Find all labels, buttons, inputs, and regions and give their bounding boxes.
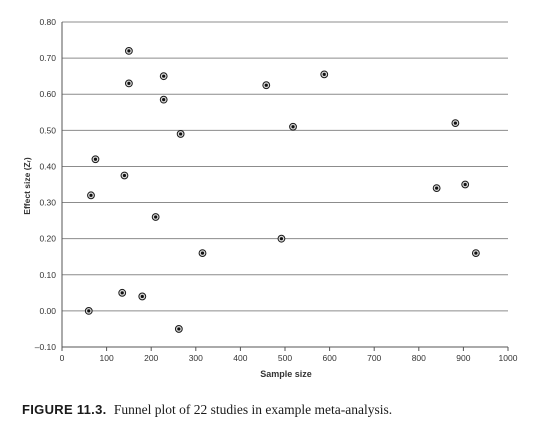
data-point xyxy=(198,249,207,258)
data-point-center xyxy=(453,121,457,125)
data-point-center xyxy=(279,237,284,241)
data-point-center xyxy=(122,173,127,178)
caption-label: FIGURE 11.3. xyxy=(22,402,107,417)
x-tick-label: 100 xyxy=(100,353,114,363)
data-point-center xyxy=(127,49,131,53)
data-point xyxy=(432,184,441,193)
figure-caption: FIGURE 11.3. Funnel plot of 22 studies i… xyxy=(22,402,532,418)
y-tick-labels: –0.10 0.00 0.10 0.20 0.30 0.40 0.50 0.60 0.70 0.8… xyxy=(35,17,57,352)
data-point xyxy=(138,292,147,301)
data-point xyxy=(124,46,133,55)
gridlines xyxy=(62,21,508,348)
data-point-center xyxy=(322,72,326,76)
data-point-center xyxy=(463,182,467,187)
data-point-center xyxy=(87,309,91,313)
x-tick-label: 200 xyxy=(144,353,158,363)
data-point xyxy=(461,180,470,189)
data-point xyxy=(451,119,460,128)
x-axis-label: Sample size xyxy=(260,369,312,379)
x-tick-label: 500 xyxy=(278,353,292,363)
data-point xyxy=(91,155,100,164)
x-tick-label: 800 xyxy=(412,353,426,363)
caption-text: Funnel plot of 22 studies in example met… xyxy=(113,402,393,417)
data-point-center xyxy=(162,98,166,102)
y-tick-label: –0.10 xyxy=(35,342,57,352)
funnel-plot: –0.10 0.00 0.10 0.20 0.30 0.40 0.50 0.60 0.70 0.8… xyxy=(22,17,518,379)
y-tick-label: 0.70 xyxy=(39,53,56,63)
y-tick-label: 0.60 xyxy=(39,89,56,99)
x-tick-label: 900 xyxy=(456,353,470,363)
data-point xyxy=(289,122,297,131)
data-point-center xyxy=(435,186,439,190)
x-tick-label: 400 xyxy=(233,353,247,363)
y-tick-label: 0.40 xyxy=(39,161,56,171)
data-point xyxy=(118,288,127,297)
data-point xyxy=(277,234,286,243)
y-tick-label: 0.10 xyxy=(39,270,56,280)
x-tick-label: 700 xyxy=(367,353,381,363)
y-tick-label: 0.30 xyxy=(39,198,56,208)
y-tick-label: 0.80 xyxy=(39,17,56,27)
data-point xyxy=(176,130,185,138)
data-point xyxy=(120,171,129,180)
x-tick-labels: 0 100 200 300 400 500 600 700 800 900 1000 xyxy=(60,353,518,363)
data-point-center xyxy=(140,294,144,299)
x-tick-label: 300 xyxy=(189,353,203,363)
data-point-center xyxy=(200,251,205,255)
data-point xyxy=(320,70,329,79)
data-point xyxy=(84,306,93,315)
data-point-center xyxy=(154,215,158,219)
data-points xyxy=(84,46,480,333)
data-point-center xyxy=(162,74,166,78)
axes xyxy=(61,22,509,351)
y-tick-label: 0.00 xyxy=(39,306,56,316)
data-point-center xyxy=(179,132,183,136)
y-tick-label: 0.50 xyxy=(39,125,56,135)
data-point-center xyxy=(177,327,181,331)
data-point xyxy=(471,249,480,258)
data-point xyxy=(151,213,160,221)
y-axis-label: Effect size (Zᵣ) xyxy=(22,157,32,215)
data-point-center xyxy=(93,157,98,161)
data-point-center xyxy=(264,83,268,87)
data-point xyxy=(124,79,133,88)
data-point-center xyxy=(127,81,131,85)
data-point-center xyxy=(120,291,124,295)
data-point xyxy=(87,191,95,200)
data-point-center xyxy=(291,125,295,129)
data-point xyxy=(159,72,168,81)
y-tick-label: 0.20 xyxy=(39,234,56,244)
data-point xyxy=(159,95,168,104)
data-point-center xyxy=(89,193,93,197)
data-point-center xyxy=(474,251,478,255)
x-tick-label: 0 xyxy=(60,353,65,363)
data-point xyxy=(262,81,271,90)
data-point xyxy=(174,325,183,333)
x-tick-label: 1000 xyxy=(499,353,518,363)
x-tick-label: 600 xyxy=(323,353,337,363)
